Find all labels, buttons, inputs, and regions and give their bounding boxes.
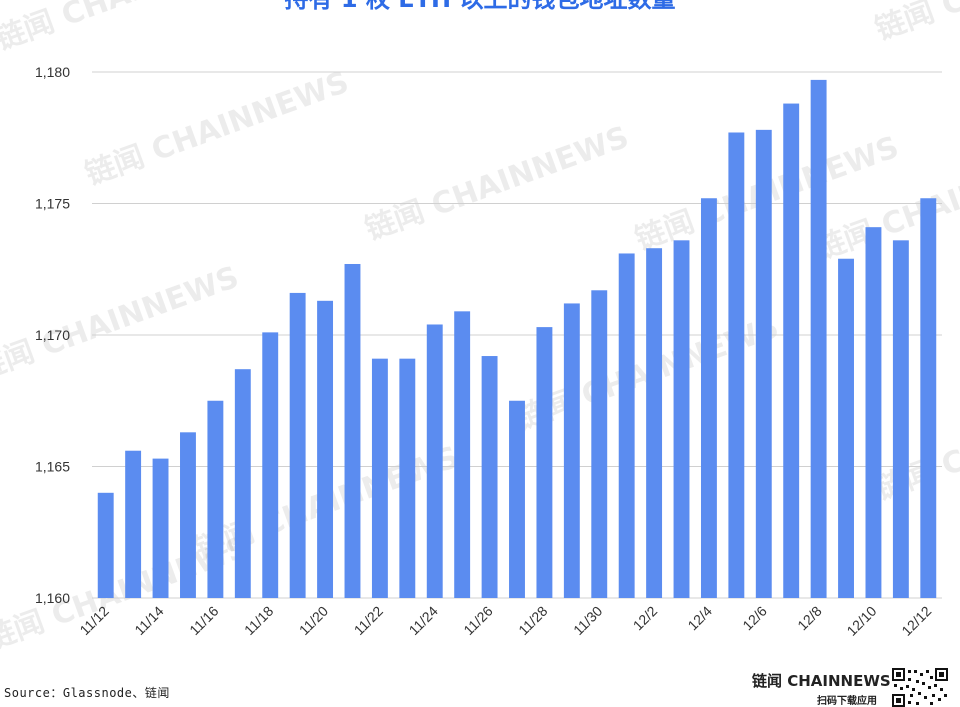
bar — [426, 324, 443, 598]
x-tick-label: 12/12 — [898, 603, 934, 639]
x-tick-label: 12/6 — [739, 603, 770, 634]
watermark-text: 链闻 CHAINNEWS — [81, 65, 354, 193]
bar — [673, 240, 690, 598]
x-tick-label: 11/24 — [406, 603, 442, 639]
x-tick-label: 11/20 — [296, 603, 332, 639]
chart-title: 持有 1 枚 ETH 以上的钱包地址数量 — [0, 0, 960, 14]
bar — [317, 300, 334, 598]
gridlines — [92, 71, 942, 599]
bar — [728, 132, 745, 599]
y-tick-label: 1,180 — [35, 64, 70, 80]
bar — [481, 356, 498, 598]
x-tick-label: 12/2 — [630, 603, 661, 634]
bar — [344, 263, 361, 598]
bar — [920, 198, 937, 599]
x-tick-label: 11/18 — [241, 603, 277, 639]
x-tick-label: 11/28 — [515, 603, 551, 639]
bar — [563, 303, 580, 598]
x-tick-label: 12/8 — [794, 603, 825, 634]
bar — [618, 253, 635, 598]
y-tick-label: 1,175 — [35, 196, 70, 212]
x-axis-ticks: 11/12 11/14 11/16 11/18 11/20 11/22 11/24 11/26… — [76, 603, 934, 639]
watermark-text: 链闻 CHAINNEWS — [0, 0, 263, 58]
bar — [152, 458, 169, 598]
bar — [125, 450, 142, 598]
bar — [892, 240, 909, 598]
x-tick-label: 11/14 — [131, 603, 167, 639]
bar — [180, 432, 196, 598]
y-tick-label: 1,160 — [35, 590, 70, 606]
qr-code-icon[interactable] — [892, 668, 948, 707]
bar — [97, 492, 114, 598]
bar — [865, 227, 882, 599]
y-tick-label: 1,170 — [35, 327, 70, 343]
bar — [234, 369, 251, 598]
bar — [755, 129, 772, 599]
x-tick-label: 12/10 — [843, 603, 879, 639]
bar — [454, 311, 471, 598]
brand-logo-text: 链闻 CHAINNEWS — [752, 672, 891, 690]
bar — [646, 248, 663, 598]
bar — [536, 327, 553, 598]
y-tick-label: 1,165 — [35, 459, 70, 475]
source-note: Source：Glassnode、链闻 — [4, 686, 170, 700]
bar — [207, 400, 224, 598]
bar — [838, 258, 854, 598]
bar — [399, 358, 416, 598]
y-axis-ticks: 1,160 1,165 1,170 1,175 1,180 — [35, 64, 70, 606]
bar — [700, 198, 717, 599]
bar — [783, 103, 800, 598]
x-tick-label: 11/30 — [570, 603, 606, 639]
bar — [591, 290, 608, 598]
watermark-text: 链闻 CHAINNEWS — [0, 260, 243, 388]
bar — [371, 358, 388, 598]
bar — [810, 79, 827, 598]
bar — [262, 332, 279, 598]
watermark-text: 链闻 CHAINNEWS — [871, 0, 960, 48]
bars — [97, 79, 937, 599]
x-tick-label: 11/26 — [460, 603, 496, 639]
bar — [509, 400, 525, 598]
x-tick-label: 12/4 — [684, 603, 715, 634]
x-tick-label: 11/22 — [351, 603, 387, 639]
bar — [289, 292, 306, 598]
watermark-text: 链闻 CHAINNEWS — [361, 120, 634, 248]
x-tick-label: 11/16 — [186, 603, 222, 639]
brand-subtitle: 扫码下载应用 — [817, 696, 877, 707]
watermark-text: 链闻 CHAINNEWS — [871, 380, 960, 508]
